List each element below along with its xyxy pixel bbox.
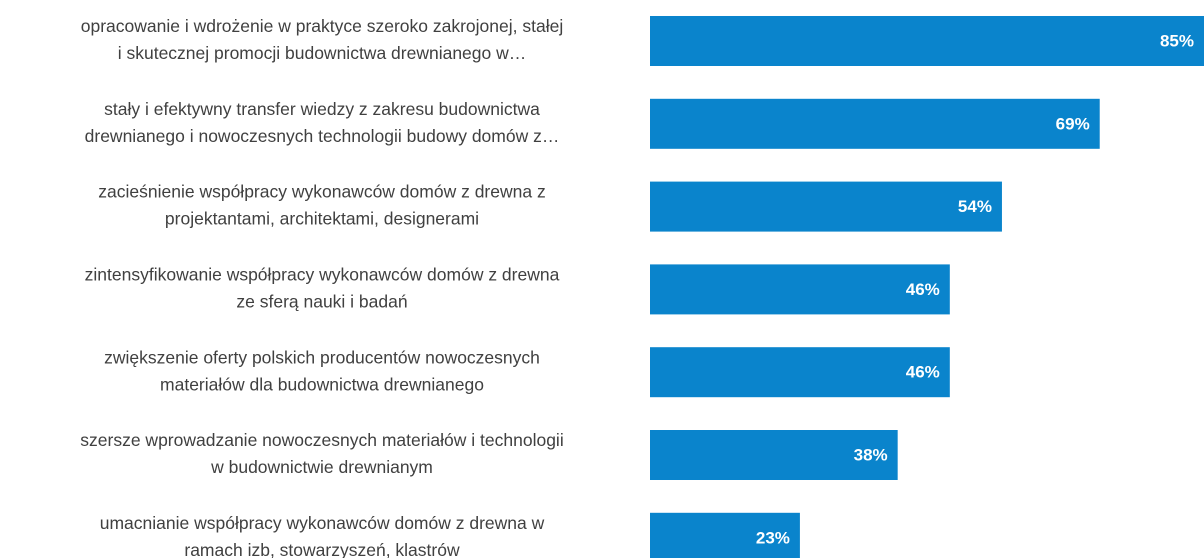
category-label: projektantami, architektami, designerami [165, 209, 479, 229]
category-label: zacieśnienie współpracy wykonawców domów… [98, 182, 545, 202]
value-label: 46% [906, 280, 940, 299]
category-label: umacnianie współpracy wykonawców domów z… [100, 513, 545, 533]
category-label: ze sferą nauki i badań [236, 292, 407, 312]
value-label: 23% [756, 528, 790, 547]
value-label: 85% [1160, 31, 1194, 50]
bar [650, 181, 1002, 232]
value-label: 54% [958, 197, 992, 216]
category-label: i skutecznej promocji budownictwa drewni… [118, 43, 527, 63]
bar [650, 264, 950, 315]
category-label: zwiększenie oferty polskich producentów … [104, 347, 540, 367]
category-label: w budownictwie drewnianym [210, 457, 433, 477]
category-label: szersze wprowadzanie nowoczesnych materi… [80, 430, 563, 450]
category-label: drewnianego i nowoczesnych technologii b… [85, 126, 560, 146]
value-label: 46% [906, 363, 940, 382]
category-label: materiałów dla budownictwa drewnianego [160, 374, 484, 394]
bar [650, 98, 1100, 149]
bar [650, 16, 1204, 66]
category-label: stały i efektywny transfer wiedzy z zakr… [104, 99, 540, 119]
bar [650, 512, 800, 558]
value-label: 69% [1056, 114, 1090, 133]
value-label: 38% [854, 445, 888, 464]
category-label: zintensyfikowanie współpracy wykonawców … [85, 265, 560, 285]
category-label: opracowanie i wdrożenie w praktyce szero… [81, 16, 563, 36]
category-label: ramach izb, stowarzyszeń, klastrów [184, 540, 460, 558]
bar [650, 347, 950, 398]
bar [650, 430, 898, 480]
